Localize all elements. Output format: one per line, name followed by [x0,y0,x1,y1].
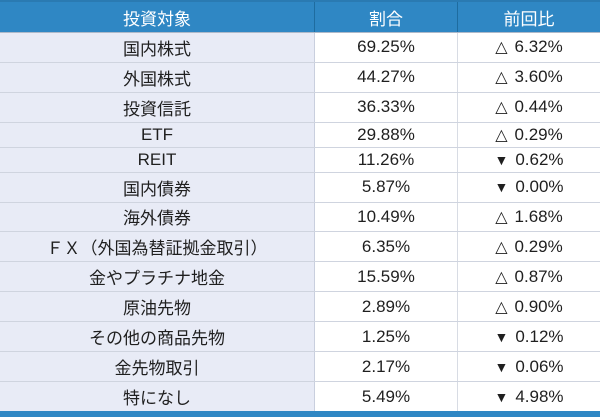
change-value: 3.60% [514,67,563,87]
investment-target-cell: REIT [0,147,315,172]
change-cell: ▼ 0.62% [458,147,600,172]
change-cell: ▼ 0.06% [458,352,600,382]
triangle-down-icon: ▼ [494,179,509,196]
header-ratio: 割合 [315,2,458,32]
change-value: 1.68% [514,206,563,226]
change-value: 0.87% [514,266,563,286]
investment-target-cell: ETF [0,122,315,147]
ratio-cell: 1.25% [315,322,458,352]
triangle-up-icon: △ [495,126,508,144]
change-cell: △ 0.87% [458,262,600,292]
change-value: 0.90% [514,296,563,316]
table-row: REIT 11.26% ▼ 0.62% [0,146,600,172]
ratio-cell: 29.88% [315,122,458,147]
triangle-up-icon: △ [495,69,508,87]
change-value: 0.12% [515,326,564,346]
table-row: 原油先物 2.89% △ 0.90% [0,291,600,322]
change-value: 4.98% [515,386,564,406]
investment-target-cell: 国内株式 [0,33,315,62]
ratio-cell: 11.26% [315,147,458,172]
change-cell: △ 3.60% [458,62,600,92]
table-row: 海外債券 10.49% △ 1.68% [0,201,600,232]
change-cell: ▼ 0.12% [458,322,600,352]
triangle-down-icon: ▼ [494,151,509,168]
table-row: 特になし 5.49% ▼ 4.98% [0,381,600,411]
triangle-up-icon: △ [495,208,508,226]
triangle-up-icon: △ [495,268,508,286]
triangle-up-icon: △ [495,298,508,316]
investment-target-cell: 金先物取引 [0,352,315,382]
ratio-cell: 36.33% [315,92,458,122]
change-cell: △ 0.44% [458,92,600,122]
investment-target-cell: その他の商品先物 [0,322,315,352]
change-value: 0.62% [515,149,564,169]
change-value: 6.32% [514,37,563,57]
change-value: 0.29% [514,124,563,144]
change-value: 0.06% [515,356,564,376]
table-header-row: 投資対象 割合 前回比 [0,0,600,32]
table-row: ＦＸ（外国為替証拠金取引） 6.35% △ 0.29% [0,231,600,262]
change-cell: △ 0.29% [458,232,600,262]
investment-target-cell: 投資信託 [0,92,315,122]
table-row: 金やプラチナ地金 15.59% △ 0.87% [0,261,600,292]
change-cell: △ 1.68% [458,202,600,232]
change-value: 0.29% [514,236,563,256]
table-row: 投資信託 36.33% △ 0.44% [0,91,600,122]
table-row: 外国株式 44.27% △ 3.60% [0,61,600,92]
change-cell: ▼ 4.98% [458,382,600,411]
investment-target-cell: 特になし [0,382,315,411]
ratio-cell: 44.27% [315,62,458,92]
table-row: 国内債券 5.87% ▼ 0.00% [0,171,600,202]
table-row: 金先物取引 2.17% ▼ 0.06% [0,351,600,382]
change-cell: △ 0.29% [458,122,600,147]
change-value: 0.00% [515,177,564,197]
table-row: 国内株式 69.25% △ 6.32% [0,32,600,62]
ratio-cell: 10.49% [315,202,458,232]
investment-target-cell: 国内債券 [0,172,315,202]
triangle-up-icon: △ [495,39,508,57]
ratio-cell: 6.35% [315,232,458,262]
investment-target-cell: 原油先物 [0,292,315,322]
table-row: その他の商品先物 1.25% ▼ 0.12% [0,321,600,352]
investment-target-cell: 外国株式 [0,62,315,92]
triangle-down-icon: ▼ [494,328,509,345]
ratio-cell: 5.87% [315,172,458,202]
change-value: 0.44% [514,97,563,117]
triangle-down-icon: ▼ [494,388,509,405]
ratio-cell: 69.25% [315,33,458,62]
investment-target-cell: 金やプラチナ地金 [0,262,315,292]
triangle-down-icon: ▼ [494,358,509,375]
triangle-up-icon: △ [495,99,508,117]
change-cell: △ 0.90% [458,292,600,322]
ratio-cell: 5.49% [315,382,458,411]
triangle-up-icon: △ [495,238,508,256]
change-cell: △ 6.32% [458,33,600,62]
ratio-cell: 2.89% [315,292,458,322]
table-body: 国内株式 69.25% △ 6.32% 外国株式 44.27% △ 3.60% … [0,32,600,411]
ratio-cell: 2.17% [315,352,458,382]
header-investment-target: 投資対象 [0,2,315,32]
table-row: ETF 29.88% △ 0.29% [0,121,600,147]
change-cell: ▼ 0.00% [458,172,600,202]
header-previous-comparison: 前回比 [503,9,555,29]
investment-target-cell: ＦＸ（外国為替証拠金取引） [0,232,315,262]
ratio-cell: 15.59% [315,262,458,292]
bottom-accent-bar [0,411,600,417]
investment-target-cell: 海外債券 [0,202,315,232]
